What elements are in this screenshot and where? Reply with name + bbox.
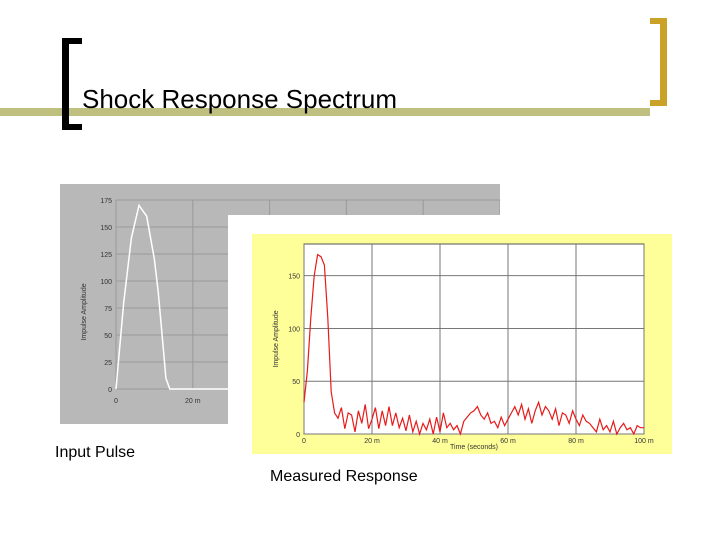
input-pulse-ytick-label: 75 bbox=[104, 306, 112, 313]
right-bracket-vertical bbox=[660, 18, 667, 106]
input-pulse-ytick-label: 125 bbox=[100, 252, 112, 259]
measured-xtick-label: 100 m bbox=[634, 438, 654, 445]
right-bracket-bottom bbox=[650, 100, 667, 106]
measured-xlabel: Time (seconds) bbox=[450, 444, 498, 451]
left-bracket-top bbox=[62, 38, 82, 44]
caption-measured-response: Measured Response bbox=[270, 468, 418, 485]
left-bracket-bottom bbox=[62, 124, 82, 130]
measured-xtick-label: 0 bbox=[302, 438, 306, 445]
measured-ytick-label: 100 bbox=[288, 326, 300, 333]
measured-response-series-line bbox=[303, 253, 644, 437]
measured-ytick-label: 0 bbox=[296, 432, 300, 439]
input-pulse-ytick-label: 150 bbox=[100, 225, 112, 232]
measured-xtick-label: 40 m bbox=[432, 438, 448, 445]
measured-xtick-label: 20 m bbox=[364, 438, 380, 445]
title-bar-left bbox=[0, 108, 82, 116]
measured-plot-area bbox=[303, 243, 645, 435]
caption-input-pulse: Input Pulse bbox=[55, 444, 136, 461]
input-pulse-ylabel: Impulse Amplitude bbox=[81, 283, 88, 340]
measured-ytick-label: 50 bbox=[292, 379, 300, 386]
input-pulse-ytick-label: 25 bbox=[104, 360, 112, 367]
measured-ytick-label: 150 bbox=[288, 274, 300, 281]
left-bracket-vertical bbox=[62, 38, 69, 130]
measured-xtick-label: 80 m bbox=[568, 438, 584, 445]
measured-xtick-label: 60 m bbox=[500, 438, 516, 445]
input-pulse-series-line bbox=[115, 203, 500, 390]
title-bar-right bbox=[82, 108, 650, 116]
input-pulse-xtick-label: 0 bbox=[114, 398, 118, 405]
measured-response-chart: 0 50 100 150 0 20 m 40 m 60 m 80 m 100 m Impulse … bbox=[252, 234, 672, 454]
right-bracket-top bbox=[650, 18, 667, 24]
slide-title: Shock Response Spectrum bbox=[82, 84, 398, 114]
input-pulse-ytick-label: 50 bbox=[104, 333, 112, 340]
input-pulse-ytick-label: 0 bbox=[108, 387, 112, 394]
input-pulse-ytick-label: 100 bbox=[100, 279, 112, 286]
measured-ylabel: Impulse Amplitude bbox=[273, 310, 280, 367]
input-pulse-xtick-label: 20 m bbox=[185, 398, 201, 405]
input-pulse-ytick-label: 175 bbox=[100, 198, 112, 205]
